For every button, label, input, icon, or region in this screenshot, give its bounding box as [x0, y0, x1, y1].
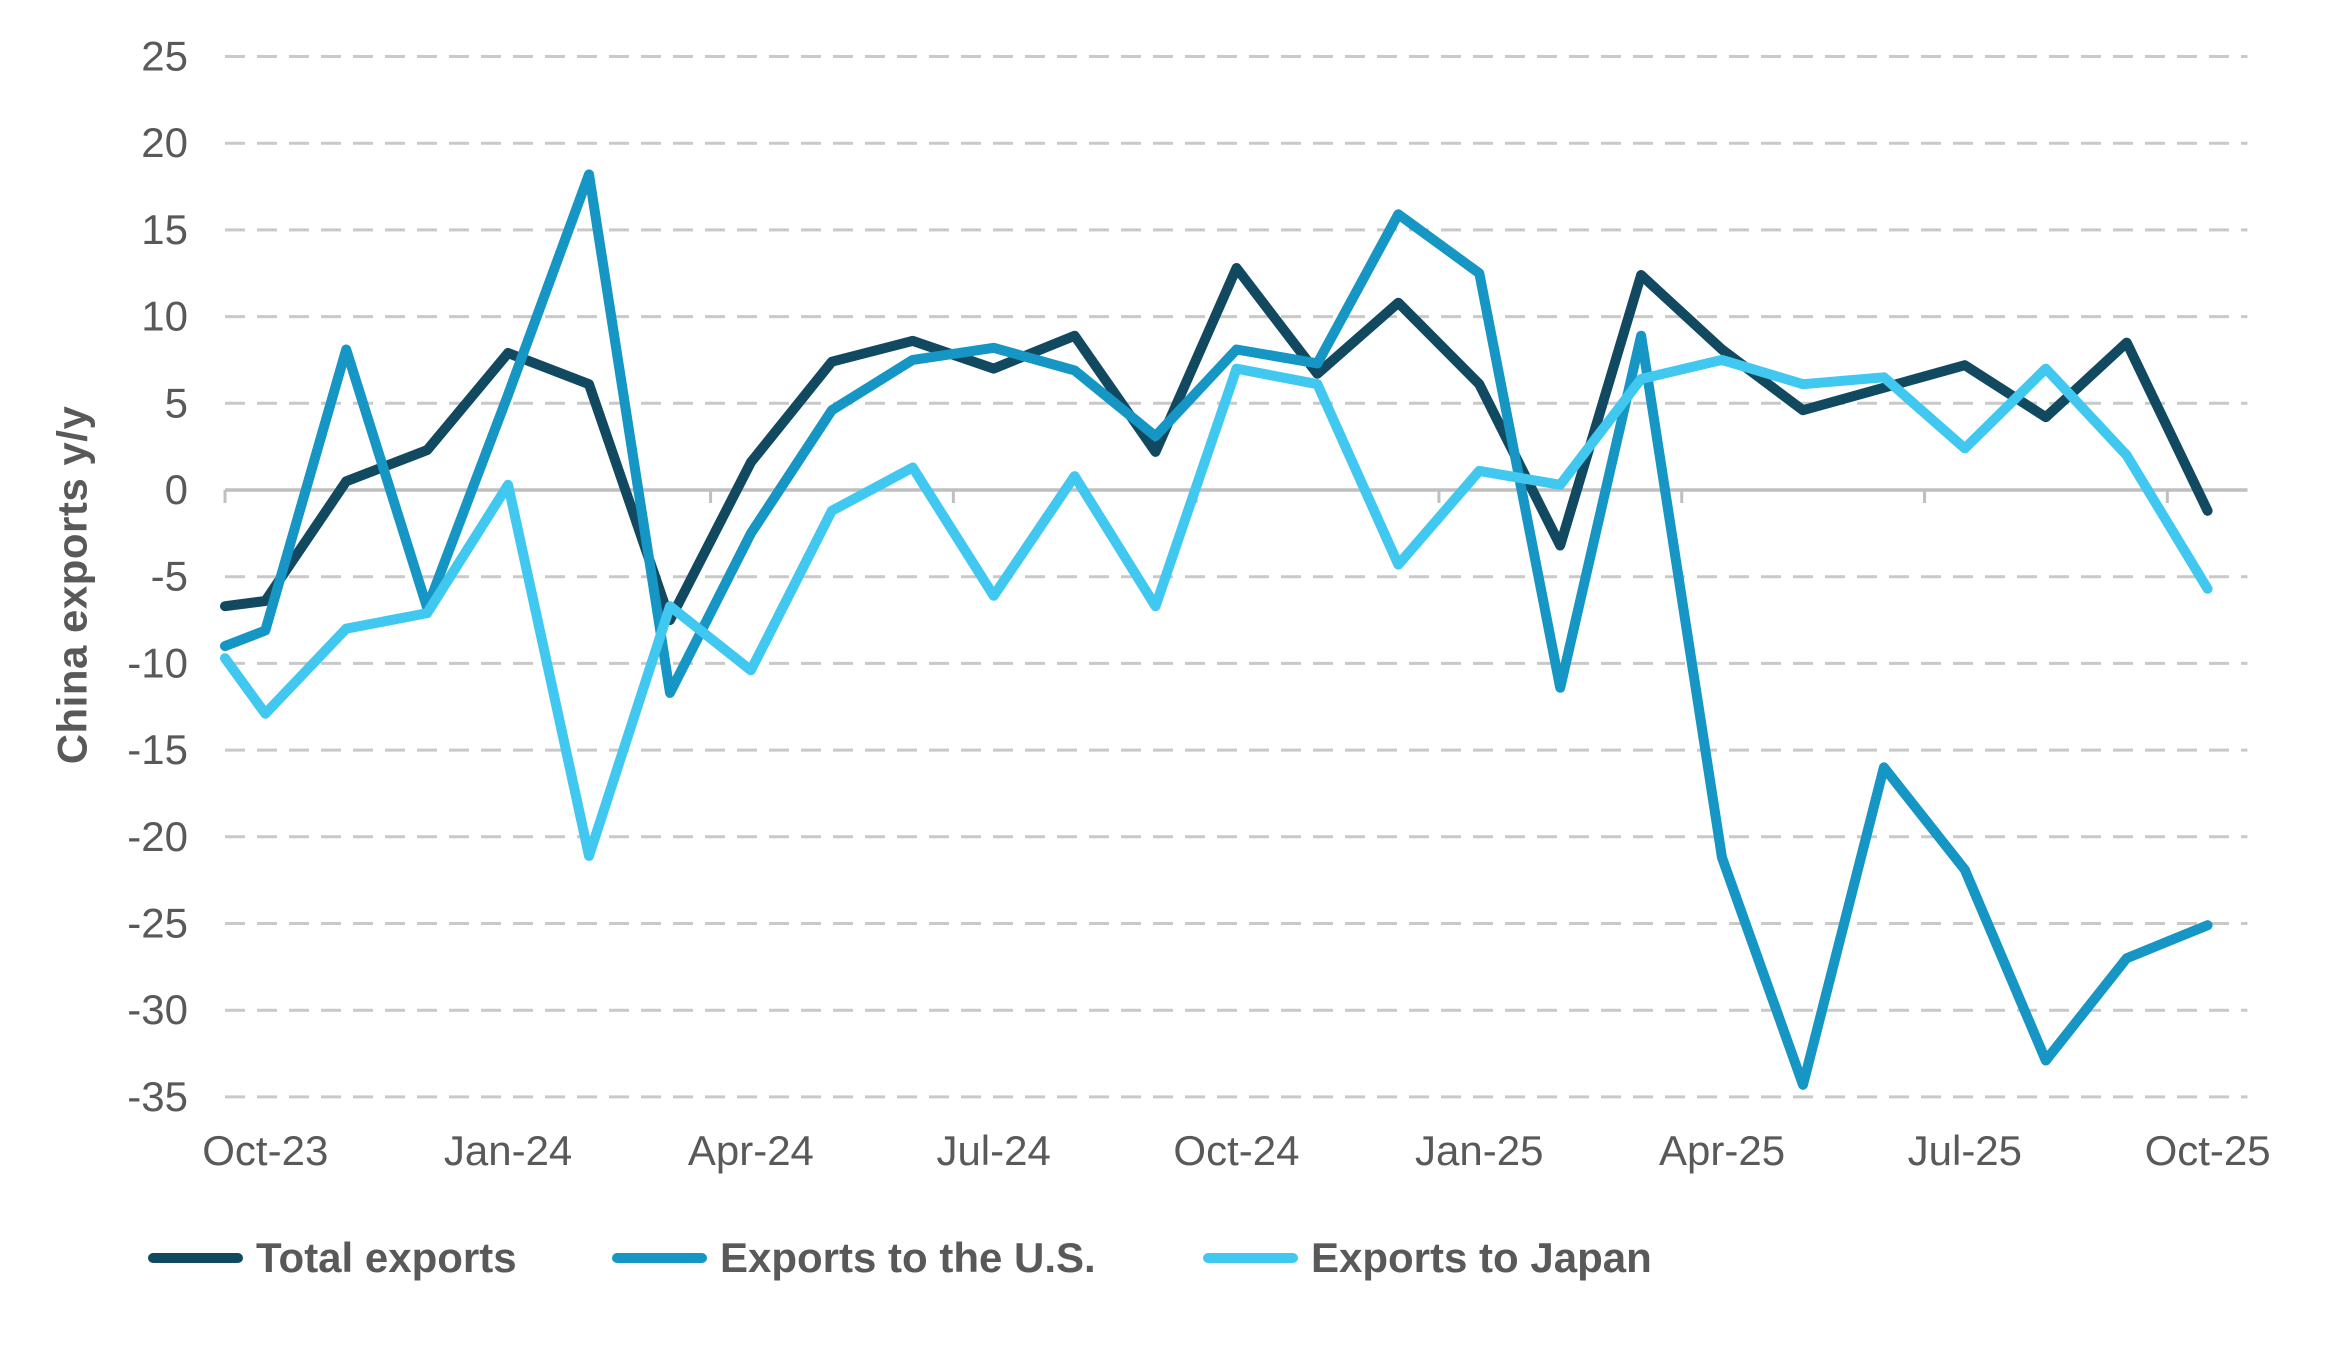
- x-axis-tick-label: Oct-23: [202, 1127, 328, 1174]
- data-series: [220, 169, 2213, 1090]
- x-axis-tick-label: Oct-24: [1173, 1127, 1299, 1174]
- legend-swatch-exports-us: [612, 1253, 707, 1263]
- y-axis-tick-label: -20: [127, 813, 188, 860]
- y-axis-tick-label: 0: [165, 466, 188, 513]
- series-line-exports-to-the-u-s: [220, 169, 2213, 1090]
- x-axis-tick-label: Apr-25: [1659, 1127, 1785, 1174]
- legend-item-exports-us: Exports to the U.S.: [612, 1232, 1096, 1284]
- y-axis-tick-label: -30: [127, 986, 188, 1033]
- legend: Total exports Exports to the U.S. Export…: [0, 1232, 2339, 1292]
- y-axis-tick-label: -25: [127, 900, 188, 947]
- y-axis-tick-label: -35: [127, 1073, 188, 1120]
- gridlines: [225, 55, 2248, 1099]
- legend-swatch-exports-japan: [1203, 1253, 1298, 1263]
- y-axis-tick-label: -10: [127, 639, 188, 686]
- legend-label-exports-japan: Exports to Japan: [1311, 1234, 1652, 1281]
- legend-item-exports-japan: Exports to Japan: [1203, 1232, 1652, 1284]
- y-axis-tick-label: 15: [141, 206, 188, 253]
- x-axis-tick-labels: Oct-23 Jan-24 Apr-24 Jul-24 Oct-24 Jan-25 Apr-…: [202, 1127, 2270, 1174]
- legend-label-exports-us: Exports to the U.S.: [720, 1234, 1096, 1281]
- legend-label-total-exports: Total exports: [256, 1234, 517, 1281]
- y-axis-tick-label: 25: [141, 33, 188, 80]
- series-line-exports-to-japan: [220, 354, 2213, 861]
- y-axis-tick-label: -5: [151, 553, 188, 600]
- y-axis-title: China exports y/y: [30, 390, 114, 780]
- x-axis-tick-label: Jul-24: [936, 1127, 1050, 1174]
- y-axis-tick-label: 10: [141, 293, 188, 340]
- y-axis-tick-label: 20: [141, 119, 188, 166]
- legend-item-total-exports: Total exports: [148, 1232, 517, 1284]
- x-axis-tick-label: Jan-25: [1415, 1127, 1543, 1174]
- legend-swatch-total-exports: [148, 1253, 243, 1263]
- y-axis-tick-label: -15: [127, 726, 188, 773]
- x-axis-tick-label: Oct-25: [2145, 1127, 2271, 1174]
- y-axis-tick-label: 5: [165, 379, 188, 426]
- x-axis-tick-label: Apr-24: [688, 1127, 814, 1174]
- x-axis-tick-label: Jul-25: [1908, 1127, 2022, 1174]
- x-axis-tick-label: Jan-24: [444, 1127, 572, 1174]
- y-axis-tick-labels: 25 20 15 10 5 0 -5 -10 -15 -20 -25 -30 -35: [127, 33, 188, 1120]
- y-axis-title-text: China exports y/y: [48, 405, 96, 765]
